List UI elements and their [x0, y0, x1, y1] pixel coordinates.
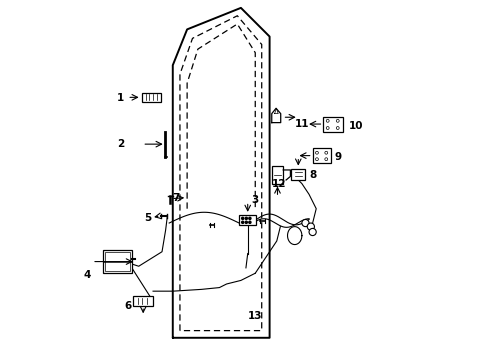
Text: 13: 13 [247, 311, 262, 321]
Bar [142, 93, 161, 102]
Bar [290, 168, 305, 180]
Text: 11: 11 [294, 120, 308, 129]
Bar [133, 296, 153, 306]
Text: 3: 3 [251, 195, 258, 205]
Circle shape [241, 217, 244, 220]
Text: 6: 6 [124, 301, 131, 311]
Text: 2: 2 [117, 139, 124, 149]
Text: 4: 4 [83, 270, 90, 280]
Circle shape [301, 220, 308, 226]
Text: 5: 5 [144, 213, 151, 222]
Circle shape [308, 228, 316, 235]
Circle shape [244, 217, 247, 220]
Bar [323, 117, 343, 132]
Text: 8: 8 [308, 170, 316, 180]
Text: 1: 1 [117, 93, 124, 103]
Bar [104, 252, 129, 271]
Polygon shape [271, 108, 280, 123]
Circle shape [248, 217, 250, 220]
Bar [102, 250, 131, 273]
Text: 10: 10 [348, 121, 362, 131]
Bar [312, 148, 330, 163]
Circle shape [244, 221, 247, 224]
Bar [271, 166, 283, 184]
Circle shape [241, 221, 244, 224]
Circle shape [306, 223, 314, 230]
Bar [239, 215, 256, 225]
Circle shape [248, 221, 250, 224]
Text: 12: 12 [271, 179, 285, 189]
Text: 7: 7 [172, 193, 180, 203]
Text: 9: 9 [333, 152, 341, 162]
